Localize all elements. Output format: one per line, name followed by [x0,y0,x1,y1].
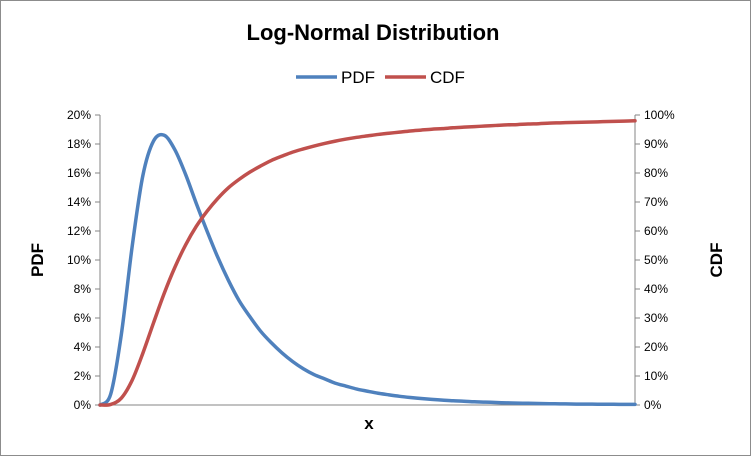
y-left-axis-label: PDF [28,243,47,277]
series-layer [98,119,637,407]
right-tick-label: 60% [644,224,668,238]
left-ticks: 0% 2% 4% 6% 8% 10% 12% 14% 16% 18% 20% [67,108,100,412]
right-tick-label: 90% [644,137,668,151]
right-tick-label: 100% [644,108,675,122]
right-tick-label: 50% [644,253,668,267]
left-tick-label: 8% [74,282,92,296]
left-tick-label: 16% [67,166,91,180]
left-tick-label: 2% [74,369,92,383]
left-tick-label: 20% [67,108,91,122]
right-tick-label: 0% [644,398,662,412]
left-tick-label: 0% [74,398,92,412]
left-tick-label: 14% [67,195,91,209]
right-tick-label: 30% [644,311,668,325]
left-tick-label: 6% [74,311,92,325]
y-right-axis-label: CDF [707,243,726,278]
right-tick-label: 80% [644,166,668,180]
series-line-pdf [98,132,637,407]
right-tick-label: 20% [644,340,668,354]
right-tick-label: 70% [644,195,668,209]
series-line-cdf [98,119,637,407]
x-axis-label: x [364,414,374,433]
right-tick-label: 10% [644,369,668,383]
chart-title: Log-Normal Distribution [247,20,500,45]
left-tick-label: 12% [67,224,91,238]
legend: PDF CDF [296,68,465,87]
right-ticks: 0% 10% 20% 30% 40% 50% 60% 70% 80% 90% 100% [635,108,675,412]
left-tick-label: 4% [74,340,92,354]
right-tick-label: 40% [644,282,668,296]
legend-label-pdf: PDF [341,68,375,87]
left-tick-label: 10% [67,253,91,267]
left-tick-label: 18% [67,137,91,151]
legend-label-cdf: CDF [430,68,465,87]
